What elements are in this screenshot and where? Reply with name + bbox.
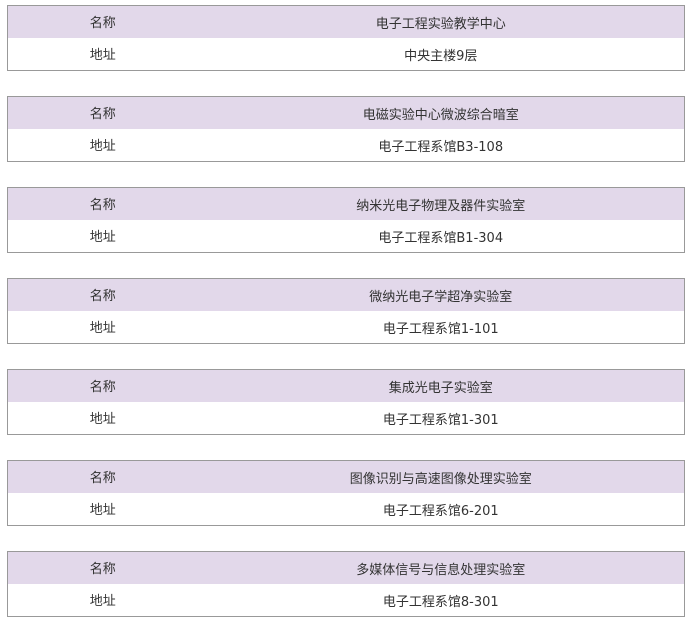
lab-address: 电子工程系馆6-201 [382,503,499,519]
address-label: 地址 [89,594,116,609]
name-label: 名称 [7,369,198,402]
lab-address: 电子工程系馆B3-108 [378,139,504,155]
lab-name: 多媒体信号与信息处理实验室 [197,551,685,584]
name-label: 名称 [7,551,198,584]
name-label: 名称 [7,278,198,311]
address-label: 地址 [89,139,116,154]
address-row: 地址 电子工程系馆1-101 [8,311,685,344]
lab-name: 微纳光电子学超净实验室 [197,278,685,311]
lab-table: 名称 多媒体信号与信息处理实验室 地址 电子工程系馆8-301 [7,551,685,617]
lab-table: 名称 电磁实验中心微波综合暗室 地址 电子工程系馆B3-108 [7,96,685,162]
address-label: 地址 [89,48,116,63]
name-row: 名称 图像识别与高速图像处理实验室 [7,460,685,493]
name-label: 名称 [7,5,198,38]
lab-name: 电磁实验中心微波综合暗室 [197,96,685,129]
lab-table: 名称 集成光电子实验室 地址 电子工程系馆1-301 [7,369,685,435]
lab-address: 电子工程系馆1-101 [382,321,499,337]
lab-table: 名称 电子工程实验教学中心 地址 中央主楼9层 [7,5,685,71]
lab-address: 电子工程系馆8-301 [382,594,499,610]
lab-name: 集成光电子实验室 [197,369,685,402]
name-row: 名称 微纳光电子学超净实验室 [7,278,685,311]
lab-address: 电子工程系馆B1-304 [378,230,504,246]
name-row: 名称 多媒体信号与信息处理实验室 [7,551,685,584]
lab-name: 纳米光电子物理及器件实验室 [197,187,685,220]
lab-address: 电子工程系馆1-301 [382,412,499,428]
lab-table: 名称 图像识别与高速图像处理实验室 地址 电子工程系馆6-201 [7,460,685,526]
name-row: 名称 纳米光电子物理及器件实验室 [7,187,685,220]
address-label: 地址 [89,230,116,245]
name-row: 名称 集成光电子实验室 [7,369,685,402]
name-row: 名称 电磁实验中心微波综合暗室 [7,96,685,129]
lab-address: 中央主楼9层 [404,48,478,64]
address-label: 地址 [89,412,116,427]
address-row: 地址 电子工程系馆6-201 [8,493,685,526]
name-label: 名称 [7,96,198,129]
address-row: 地址 电子工程系馆8-301 [8,584,685,617]
lab-table: 名称 微纳光电子学超净实验室 地址 电子工程系馆1-101 [7,278,685,344]
address-row: 地址 电子工程系馆1-301 [8,402,685,435]
name-label: 名称 [7,460,198,493]
name-label: 名称 [7,187,198,220]
address-label: 地址 [89,321,116,336]
address-row: 地址 电子工程系馆B1-304 [8,220,685,253]
lab-name: 电子工程实验教学中心 [197,5,685,38]
address-row: 地址 中央主楼9层 [8,38,685,71]
address-row: 地址 电子工程系馆B3-108 [8,129,685,162]
name-row: 名称 电子工程实验教学中心 [7,5,685,38]
lab-table: 名称 纳米光电子物理及器件实验室 地址 电子工程系馆B1-304 [7,187,685,253]
lab-name: 图像识别与高速图像处理实验室 [197,460,685,493]
address-label: 地址 [89,503,116,518]
